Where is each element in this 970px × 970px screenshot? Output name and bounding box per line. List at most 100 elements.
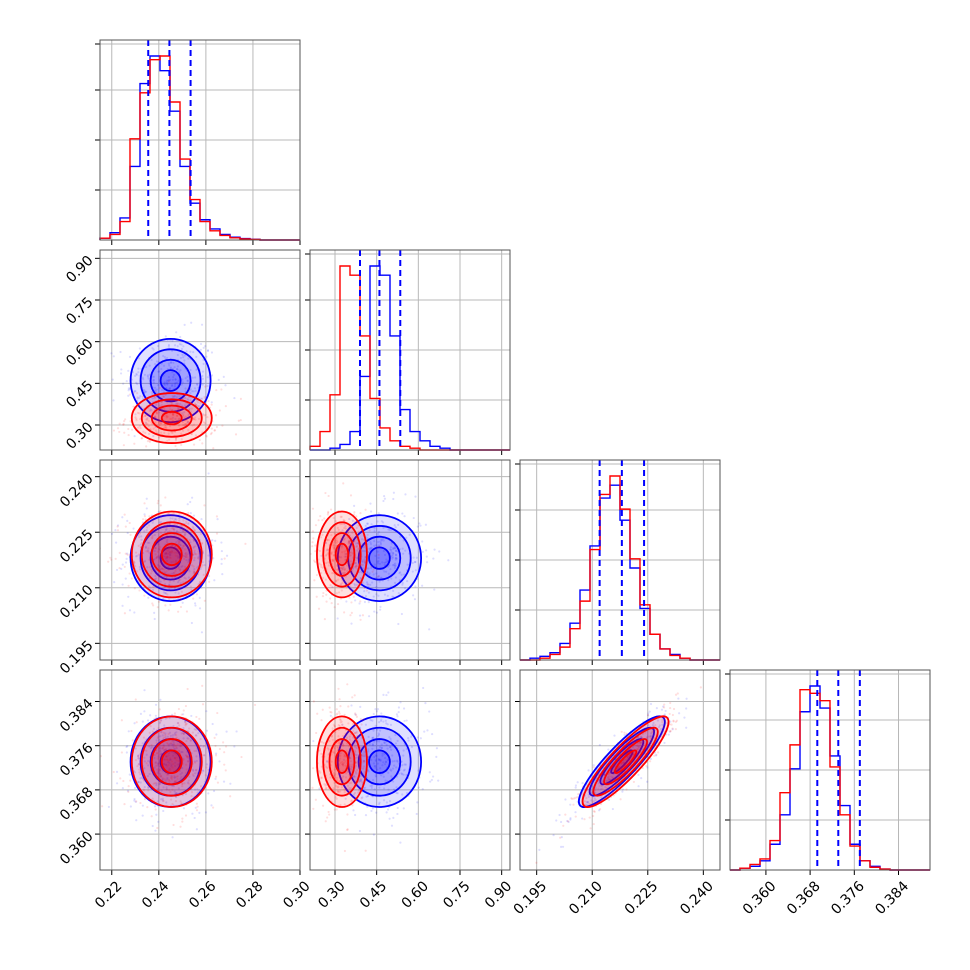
scatter-point: [180, 771, 184, 774]
scatter-point: [173, 395, 176, 398]
scatter-point: [181, 820, 184, 823]
scatter-point: [395, 791, 398, 795]
scatter-point: [398, 579, 401, 582]
scatter-point: [175, 530, 179, 533]
scatter-point: [176, 756, 179, 759]
scatter-point: [391, 754, 394, 757]
scatter-point: [173, 774, 176, 777]
scatter-point: [179, 777, 182, 780]
scatter-point: [187, 559, 190, 562]
scatter-point: [122, 444, 125, 447]
scatter-point: [337, 790, 340, 793]
scatter-point: [341, 763, 344, 766]
scatter-point: [374, 554, 377, 557]
scatter-point: [175, 388, 178, 391]
scatter-point: [393, 524, 396, 527]
scatter-point: [661, 720, 664, 724]
scatter-point: [216, 711, 219, 715]
scatter-point: [158, 747, 162, 750]
density-fill-1: [131, 716, 212, 808]
scatter-point: [174, 383, 177, 386]
scatter-point: [359, 779, 362, 783]
scatter-point: [135, 419, 138, 422]
scatter-point: [185, 553, 189, 557]
scatter-point: [173, 551, 176, 554]
scatter-point: [181, 784, 184, 788]
scatter-point: [185, 722, 188, 725]
scatter-point: [361, 745, 364, 748]
scatter-point: [113, 581, 116, 584]
scatter-point: [135, 373, 138, 376]
scatter-point: [380, 538, 383, 541]
scatter-point: [196, 788, 199, 791]
scatter-point: [640, 735, 643, 738]
scatter-point: [170, 431, 173, 434]
scatter-point: [172, 751, 175, 754]
scatter-point: [167, 432, 170, 435]
scatter-point: [199, 348, 202, 351]
scatter-point: [430, 778, 433, 782]
scatter-point: [394, 742, 398, 745]
scatter-point: [182, 345, 185, 348]
scatter-point: [345, 736, 349, 739]
scatter-point: [218, 760, 221, 763]
scatter-point: [390, 550, 393, 553]
scatter-point: [333, 725, 336, 728]
scatter-point: [362, 718, 365, 721]
scatter-point: [173, 752, 177, 755]
scatter-point: [206, 376, 209, 379]
scatter-point: [622, 775, 625, 778]
scatter-point: [172, 741, 175, 744]
scatter-point: [343, 526, 346, 530]
scatter-point: [194, 403, 197, 406]
scatter-point: [160, 422, 163, 425]
scatter-point: [177, 580, 180, 584]
scatter-point: [326, 552, 329, 555]
scatter-point: [195, 828, 198, 831]
scatter-point: [154, 703, 158, 706]
scatter-point: [378, 545, 381, 548]
scatter-point: [428, 771, 431, 774]
scatter-point: [195, 768, 198, 771]
scatter-point: [412, 594, 415, 597]
scatter-point: [174, 444, 177, 448]
scatter-point: [157, 370, 160, 373]
scatter-point: [204, 811, 208, 814]
scatter-point: [127, 389, 130, 392]
scatter-point: [143, 513, 146, 516]
scatter-point: [346, 564, 349, 567]
density-fill-1: [151, 532, 192, 576]
scatter-point: [150, 390, 153, 394]
scatter-point: [340, 723, 344, 726]
scatter-point: [163, 578, 167, 581]
scatter-point: [616, 774, 619, 777]
scatter-point: [362, 765, 365, 768]
scatter-point: [422, 686, 425, 690]
scatter-point: [185, 522, 188, 525]
scatter-point: [393, 764, 396, 767]
scatter-point: [348, 587, 352, 591]
scatter-point: [335, 708, 338, 711]
scatter-point: [171, 394, 174, 398]
scatter-point: [154, 829, 157, 832]
scatter-point: [392, 780, 395, 783]
scatter-point: [396, 812, 399, 816]
scatter-point: [391, 552, 395, 555]
scatter-point: [377, 512, 380, 515]
scatter-point: [171, 408, 174, 412]
scatter-point: [607, 776, 610, 779]
contour-0: [139, 525, 202, 592]
scatter-point: [174, 744, 177, 747]
scatter-point: [116, 524, 120, 527]
scatter-point: [160, 719, 163, 722]
scatter-point: [177, 379, 180, 382]
scatter-point: [158, 753, 161, 756]
scatter-1: [100, 496, 247, 615]
scatter-point: [394, 562, 397, 565]
scatter-point: [182, 732, 185, 735]
scatter-point: [160, 567, 163, 570]
scatter-point: [187, 737, 190, 740]
scatter-point: [159, 698, 162, 701]
scatter-point: [355, 544, 359, 548]
scatter-point: [212, 789, 216, 793]
